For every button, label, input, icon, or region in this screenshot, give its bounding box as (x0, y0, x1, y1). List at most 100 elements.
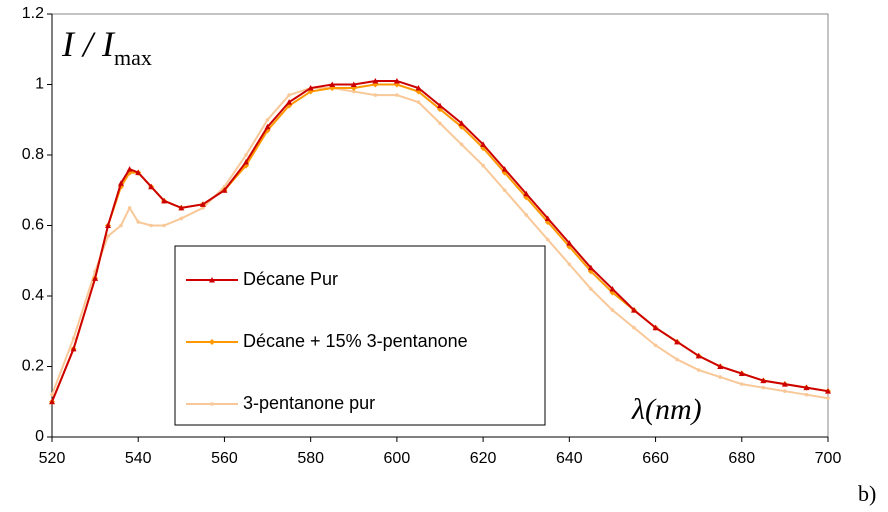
marker (587, 264, 594, 271)
marker (739, 382, 744, 386)
marker (393, 77, 400, 84)
marker (438, 121, 442, 126)
x-tick-label: 640 (556, 450, 583, 467)
marker (803, 384, 810, 391)
marker (458, 120, 465, 126)
marker (610, 308, 615, 312)
marker (481, 163, 485, 168)
marker (459, 142, 464, 147)
marker (127, 206, 132, 210)
x-tick-label: 620 (470, 450, 497, 467)
marker (545, 237, 550, 242)
y-tick-label: 0.6 (22, 217, 44, 234)
legend-box (174, 245, 546, 426)
marker (105, 222, 112, 228)
marker (760, 377, 767, 384)
marker (544, 215, 551, 221)
marker (117, 180, 124, 186)
marker (265, 117, 270, 122)
marker (71, 336, 76, 341)
marker (286, 99, 293, 105)
marker (653, 343, 658, 348)
marker (589, 287, 593, 291)
marker (49, 398, 55, 405)
marker (350, 81, 357, 87)
x-axis-label: λ(nm) (631, 393, 702, 426)
legend-label: Décane + 15% 3-pentanone (243, 331, 468, 351)
marker (329, 81, 336, 87)
marker (416, 100, 421, 104)
marker (826, 396, 830, 401)
legend-label: Décane Pur (243, 269, 338, 289)
x-tick-label: 520 (39, 450, 66, 467)
marker (307, 85, 314, 91)
marker (783, 389, 787, 393)
marker (119, 223, 123, 228)
marker (243, 159, 249, 165)
marker (609, 285, 616, 292)
marker (567, 262, 572, 267)
y-tick-label: 0.8 (22, 146, 44, 163)
marker (199, 201, 206, 207)
marker (244, 153, 248, 157)
marker (149, 223, 153, 228)
marker (395, 93, 399, 97)
marker (136, 220, 141, 224)
marker (201, 206, 205, 210)
marker (209, 339, 215, 345)
series (49, 77, 831, 405)
marker (179, 216, 184, 221)
marker (652, 324, 659, 331)
marker (523, 190, 530, 197)
legend-label: 3-pentanone pur (243, 393, 375, 413)
y-tick-label: 1 (35, 76, 44, 93)
y-tick-label: 0.4 (22, 287, 44, 304)
marker (480, 141, 487, 147)
marker (437, 102, 443, 109)
marker (210, 402, 214, 406)
series-line (51, 79, 829, 403)
panel-label: b) (858, 481, 876, 506)
marker (718, 375, 723, 379)
x-tick-label: 660 (642, 450, 669, 467)
marker (502, 188, 507, 193)
marker (351, 89, 356, 94)
marker (221, 187, 228, 193)
y-tick-label: 0.2 (22, 358, 44, 375)
marker (632, 325, 636, 330)
marker (501, 166, 508, 172)
marker (781, 381, 788, 387)
marker (372, 77, 379, 84)
x-tick-label: 600 (384, 450, 411, 467)
marker (415, 85, 422, 91)
marker (566, 240, 573, 246)
marker (717, 363, 724, 369)
marker (825, 388, 831, 394)
marker (524, 213, 529, 217)
y-label-main: I / I (61, 24, 116, 64)
y-tick-label: 1.2 (22, 5, 44, 22)
marker (738, 370, 745, 377)
series (50, 86, 830, 401)
y-label-sub: max (114, 45, 152, 70)
marker (50, 392, 54, 397)
x-tick-label: 680 (728, 450, 755, 467)
marker (70, 345, 77, 352)
marker (264, 123, 271, 130)
marker (178, 204, 185, 211)
marker (209, 277, 215, 283)
x-tick-label: 580 (297, 450, 324, 467)
marker (92, 275, 99, 281)
marker (695, 352, 702, 359)
series-line (51, 87, 829, 400)
marker (162, 223, 166, 228)
marker (148, 183, 155, 190)
x-tick-label: 540 (125, 450, 152, 467)
x-tick-label: 560 (211, 450, 238, 467)
x-tick-label: 700 (815, 450, 842, 467)
marker (761, 385, 766, 390)
legend: Décane Pur Décane + 15% 3-pentanone 3-pent… (174, 245, 546, 426)
marker (631, 307, 637, 313)
marker (126, 166, 133, 172)
